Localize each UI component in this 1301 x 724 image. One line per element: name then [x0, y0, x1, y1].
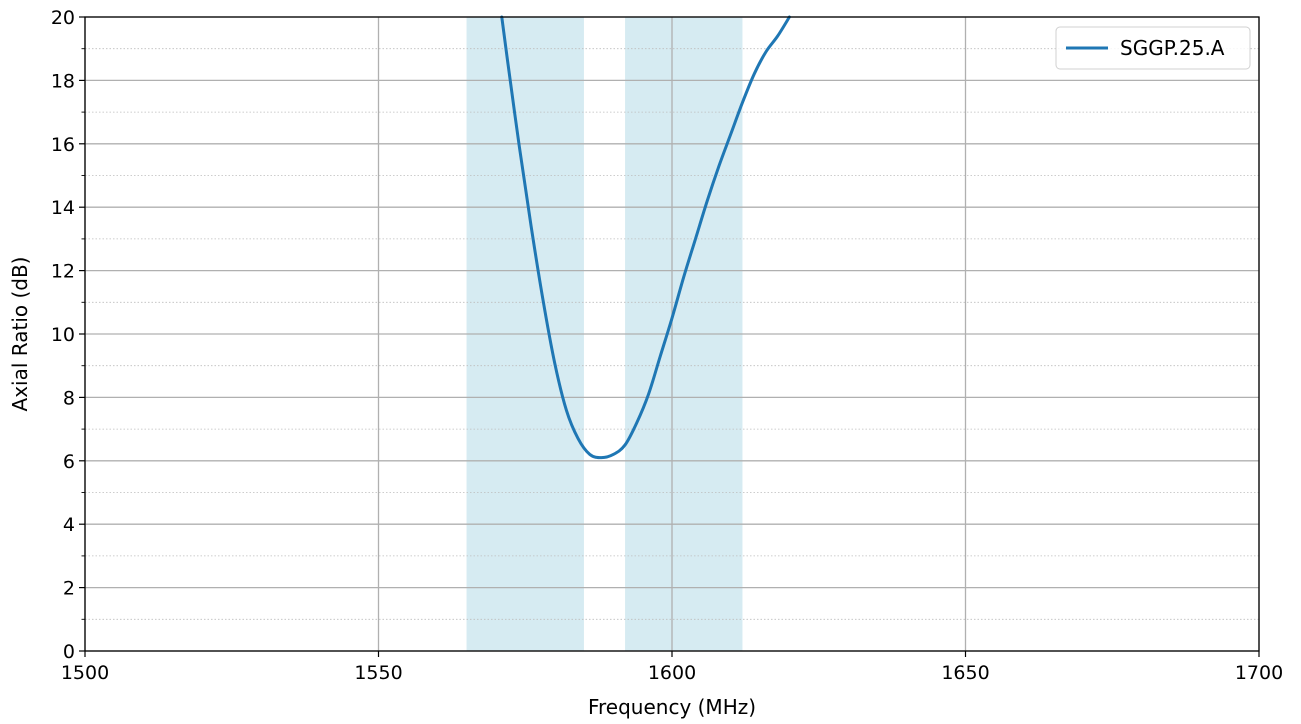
y-tick-label: 2 [63, 578, 75, 600]
y-tick-label: 10 [51, 324, 75, 346]
y-tick-label: 20 [51, 7, 75, 29]
y-tick-label: 14 [51, 197, 75, 219]
series-line-1 [500, 15, 791, 460]
y-tick-label: 4 [63, 514, 75, 536]
axis-ticks: 1500 1550 1600 1650 1700 0 2 4 6 8 10 12 14 16 18 20 [51, 7, 1283, 684]
legend: SGGP.25.A [1055, 26, 1251, 70]
y-tick-label: 12 [51, 261, 75, 283]
x-axis-label: Frequency (MHz) [588, 695, 756, 719]
legend-box [1055, 26, 1251, 70]
x-tick-label: 1650 [941, 662, 989, 684]
y-tick-label: 16 [51, 134, 75, 156]
y-tick-label: 18 [51, 70, 75, 92]
series-layer [500, 15, 791, 460]
x-tick-label: 1500 [61, 662, 109, 684]
grid-lines [84, 16, 1260, 652]
y-axis-label: Axial Ratio (dB) [8, 257, 32, 412]
x-tick-label: 1600 [648, 662, 696, 684]
x-tick-label: 1700 [1235, 662, 1283, 684]
legend-label: SGGP.25.A [1120, 36, 1225, 60]
y-tick-label: 6 [63, 451, 75, 473]
x-tick-label: 1550 [354, 662, 402, 684]
y-tick-label: 8 [63, 387, 75, 409]
y-tick-label: 0 [63, 641, 75, 663]
